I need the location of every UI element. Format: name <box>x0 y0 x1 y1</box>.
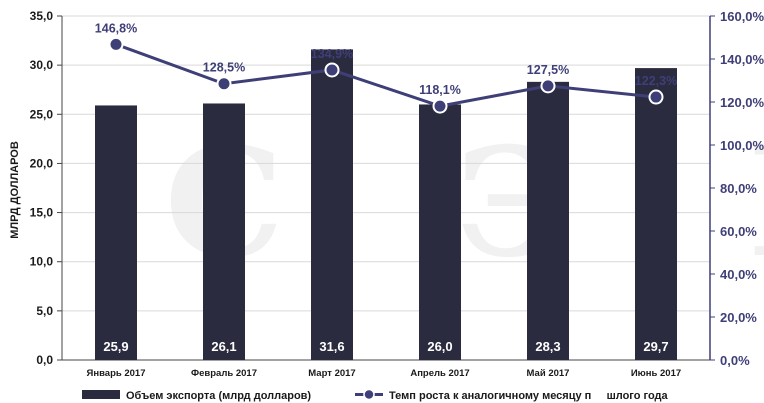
line-value-label: 146,8% <box>95 21 137 35</box>
growth-line <box>108 36 664 114</box>
bar <box>203 103 245 360</box>
x-tick-label: Январь 2017 <box>87 368 146 379</box>
legend-bar-label: Объем экспорта (млрд долларов) <box>126 390 311 402</box>
line-value-label: 118,1% <box>419 83 461 97</box>
x-tick-label: Май 2017 <box>527 368 570 379</box>
y-tick-label: 5,0 <box>36 304 53 318</box>
y-tick-label: 20,0 <box>30 156 54 170</box>
data-labels: 25,9 26,1 31,6 26,0 28,3 29,7 146,8% 128,5% 134,… <box>95 21 677 354</box>
bar-value-label: 28,3 <box>535 339 560 354</box>
bar <box>635 68 677 360</box>
bar <box>95 105 137 360</box>
y-tick-label: 0,0 <box>36 353 53 367</box>
y-tick-label: 25,0 <box>30 107 54 121</box>
growth-line-path <box>115 42 657 108</box>
y2-tick-label: 160,0% <box>720 9 764 24</box>
y2-tick-label: 120,0% <box>720 95 764 110</box>
line-value-label: 127,5% <box>527 63 569 77</box>
bar <box>527 81 569 360</box>
bar <box>311 49 353 360</box>
y2-tick-label: 80,0% <box>720 181 757 196</box>
bar <box>419 104 461 360</box>
bar-value-label: 31,6 <box>319 339 344 354</box>
bars <box>95 49 677 360</box>
bar-value-label: 26,0 <box>427 339 452 354</box>
legend-bar-swatch <box>82 390 120 399</box>
line-value-label: 122,3% <box>635 74 677 88</box>
y-axis-title: МЛРД ДОЛЛАРОВ <box>9 141 21 239</box>
axes: 0,0 5,0 10,0 15,0 20,0 25,0 30,0 35,0 0,0% 20,0% 4… <box>30 9 764 379</box>
legend-line-label: Темп роста к аналогичному месяцу п шлого… <box>389 390 669 402</box>
x-tick-label: Июнь 2017 <box>631 368 681 379</box>
bar-value-label: 26,1 <box>211 339 236 354</box>
line-point <box>432 98 448 114</box>
line-point <box>648 89 664 105</box>
y-tick-label: 15,0 <box>30 206 54 220</box>
legend: Объем экспорта (млрд долларов) Темп роста… <box>82 388 669 402</box>
bar-value-label: 29,7 <box>643 339 668 354</box>
bar-value-label: 25,9 <box>103 339 128 354</box>
y-tick-label: 10,0 <box>30 255 54 269</box>
y-tick-label: 30,0 <box>30 58 54 72</box>
y2-tick-label: 20,0% <box>720 310 757 325</box>
legend-line-marker <box>363 388 375 401</box>
line-point <box>108 36 124 52</box>
line-point <box>216 76 232 92</box>
x-tick-label: Февраль 2017 <box>191 368 257 379</box>
x-tick-label: Март 2017 <box>308 368 355 379</box>
y2-tick-label: 0,0% <box>720 353 750 368</box>
line-value-label: 134,9% <box>311 47 353 61</box>
y2-tick-label: 60,0% <box>720 224 757 239</box>
y2-tick-label: 40,0% <box>720 267 757 282</box>
line-point <box>540 78 556 94</box>
line-value-label: 128,5% <box>203 61 245 75</box>
x-tick-label: Апрель 2017 <box>410 368 469 379</box>
y2-tick-label: 100,0% <box>720 138 764 153</box>
y2-tick-label: 140,0% <box>720 52 764 67</box>
y-tick-label: 35,0 <box>30 9 54 23</box>
line-point <box>324 62 340 78</box>
